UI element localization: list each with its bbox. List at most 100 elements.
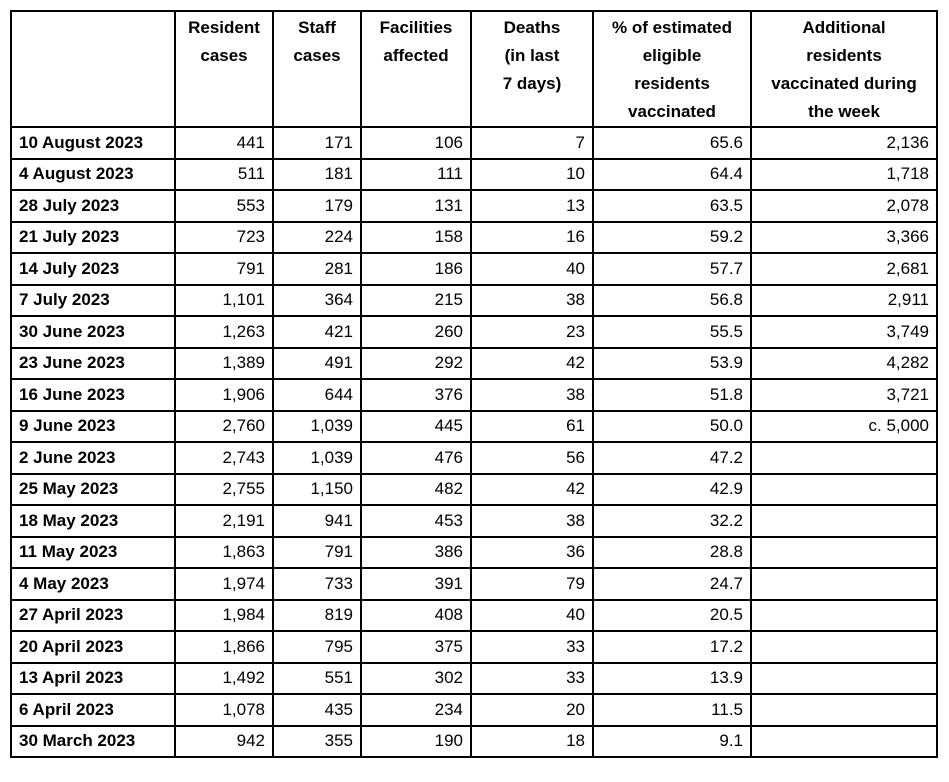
row-date: 16 June 2023 <box>10 378 176 412</box>
cell-deaths-last-7-days: 23 <box>470 315 594 349</box>
cell-additional-residents-vaccinated <box>750 693 938 727</box>
column-header-staff-cases: Staff cases <box>272 10 362 128</box>
cell-facilities-affected: 302 <box>360 661 472 695</box>
cell-resident-cases: 723 <box>174 220 274 254</box>
cell-resident-cases: 2,760 <box>174 409 274 443</box>
row-date: 11 May 2023 <box>10 535 176 569</box>
cell-resident-cases: 1,492 <box>174 661 274 695</box>
cell-resident-cases: 553 <box>174 189 274 223</box>
cell-staff-cases: 819 <box>272 598 362 632</box>
cell-pct-eligible-residents-vaccinated: 24.7 <box>592 567 752 601</box>
cell-facilities-affected: 482 <box>360 472 472 506</box>
table-row: 18 May 2023 2,191 941 453 38 32.2 <box>10 504 938 538</box>
cell-deaths-last-7-days: 10 <box>470 157 594 191</box>
cell-resident-cases: 942 <box>174 724 274 758</box>
cell-pct-eligible-residents-vaccinated: 53.9 <box>592 346 752 380</box>
cell-pct-eligible-residents-vaccinated: 17.2 <box>592 630 752 664</box>
cell-deaths-last-7-days: 38 <box>470 378 594 412</box>
table-row: 30 March 2023 942 355 190 18 9.1 <box>10 724 938 758</box>
table-row: 10 August 2023 441 171 106 7 65.6 2,136 <box>10 126 938 160</box>
row-date: 20 April 2023 <box>10 630 176 664</box>
cell-additional-residents-vaccinated: 2,681 <box>750 252 938 286</box>
cell-pct-eligible-residents-vaccinated: 55.5 <box>592 315 752 349</box>
table-row: 7 July 2023 1,101 364 215 38 56.8 2,911 <box>10 283 938 317</box>
cell-facilities-affected: 215 <box>360 283 472 317</box>
cell-staff-cases: 181 <box>272 157 362 191</box>
table-row: 25 May 2023 2,755 1,150 482 42 42.9 <box>10 472 938 506</box>
cell-pct-eligible-residents-vaccinated: 42.9 <box>592 472 752 506</box>
cell-staff-cases: 791 <box>272 535 362 569</box>
cell-additional-residents-vaccinated <box>750 630 938 664</box>
cell-deaths-last-7-days: 40 <box>470 252 594 286</box>
column-header-deaths-last-7-days: Deaths (in last 7 days) <box>470 10 594 128</box>
cell-facilities-affected: 292 <box>360 346 472 380</box>
cell-staff-cases: 179 <box>272 189 362 223</box>
table-row: 30 June 2023 1,263 421 260 23 55.5 3,749 <box>10 315 938 349</box>
cell-pct-eligible-residents-vaccinated: 57.7 <box>592 252 752 286</box>
cell-facilities-affected: 158 <box>360 220 472 254</box>
cell-additional-residents-vaccinated: 2,136 <box>750 126 938 160</box>
column-header-additional-residents-vaccinated: Additional residents vaccinated during t… <box>750 10 938 128</box>
cell-facilities-affected: 476 <box>360 441 472 475</box>
cell-pct-eligible-residents-vaccinated: 11.5 <box>592 693 752 727</box>
cell-staff-cases: 421 <box>272 315 362 349</box>
cell-additional-residents-vaccinated: 2,911 <box>750 283 938 317</box>
cell-deaths-last-7-days: 13 <box>470 189 594 223</box>
cell-pct-eligible-residents-vaccinated: 65.6 <box>592 126 752 160</box>
cell-additional-residents-vaccinated <box>750 661 938 695</box>
cell-deaths-last-7-days: 33 <box>470 661 594 695</box>
cell-additional-residents-vaccinated: 3,366 <box>750 220 938 254</box>
cell-deaths-last-7-days: 38 <box>470 283 594 317</box>
cell-staff-cases: 551 <box>272 661 362 695</box>
cell-deaths-last-7-days: 16 <box>470 220 594 254</box>
row-date: 10 August 2023 <box>10 126 176 160</box>
cell-staff-cases: 364 <box>272 283 362 317</box>
column-header-date <box>10 10 176 128</box>
table-body: 10 August 2023 441 171 106 7 65.6 2,136 4 Augus… <box>10 126 938 758</box>
cell-additional-residents-vaccinated: 2,078 <box>750 189 938 223</box>
table-row: 11 May 2023 1,863 791 386 36 28.8 <box>10 535 938 569</box>
cell-staff-cases: 355 <box>272 724 362 758</box>
table-row: 14 July 2023 791 281 186 40 57.7 2,681 <box>10 252 938 286</box>
table-row: 4 August 2023 511 181 111 10 64.4 1,718 <box>10 157 938 191</box>
cell-pct-eligible-residents-vaccinated: 59.2 <box>592 220 752 254</box>
row-date: 7 July 2023 <box>10 283 176 317</box>
cell-staff-cases: 644 <box>272 378 362 412</box>
cell-resident-cases: 1,863 <box>174 535 274 569</box>
cell-facilities-affected: 375 <box>360 630 472 664</box>
cell-additional-residents-vaccinated <box>750 441 938 475</box>
cell-resident-cases: 1,101 <box>174 283 274 317</box>
table-row: 21 July 2023 723 224 158 16 59.2 3,366 <box>10 220 938 254</box>
table-row: 20 April 2023 1,866 795 375 33 17.2 <box>10 630 938 664</box>
cell-staff-cases: 435 <box>272 693 362 727</box>
cell-deaths-last-7-days: 20 <box>470 693 594 727</box>
row-date: 6 April 2023 <box>10 693 176 727</box>
cell-pct-eligible-residents-vaccinated: 9.1 <box>592 724 752 758</box>
cell-facilities-affected: 453 <box>360 504 472 538</box>
cell-staff-cases: 941 <box>272 504 362 538</box>
cell-facilities-affected: 376 <box>360 378 472 412</box>
row-date: 30 March 2023 <box>10 724 176 758</box>
cell-resident-cases: 1,078 <box>174 693 274 727</box>
row-date: 28 July 2023 <box>10 189 176 223</box>
cell-facilities-affected: 190 <box>360 724 472 758</box>
cell-facilities-affected: 260 <box>360 315 472 349</box>
cell-pct-eligible-residents-vaccinated: 64.4 <box>592 157 752 191</box>
table-row: 13 April 2023 1,492 551 302 33 13.9 <box>10 661 938 695</box>
cell-pct-eligible-residents-vaccinated: 32.2 <box>592 504 752 538</box>
cell-facilities-affected: 386 <box>360 535 472 569</box>
table-row: 6 April 2023 1,078 435 234 20 11.5 <box>10 693 938 727</box>
cell-facilities-affected: 391 <box>360 567 472 601</box>
row-date: 14 July 2023 <box>10 252 176 286</box>
cell-additional-residents-vaccinated <box>750 567 938 601</box>
row-date: 27 April 2023 <box>10 598 176 632</box>
cell-facilities-affected: 234 <box>360 693 472 727</box>
cell-resident-cases: 1,263 <box>174 315 274 349</box>
cell-additional-residents-vaccinated <box>750 472 938 506</box>
cell-staff-cases: 795 <box>272 630 362 664</box>
cell-resident-cases: 441 <box>174 126 274 160</box>
row-date: 30 June 2023 <box>10 315 176 349</box>
weekly-care-home-data-table: Resident cases Staff cases Facilities affe… <box>10 10 938 758</box>
header-row: Resident cases Staff cases Facilities affe… <box>10 10 938 128</box>
cell-additional-residents-vaccinated: c. 5,000 <box>750 409 938 443</box>
